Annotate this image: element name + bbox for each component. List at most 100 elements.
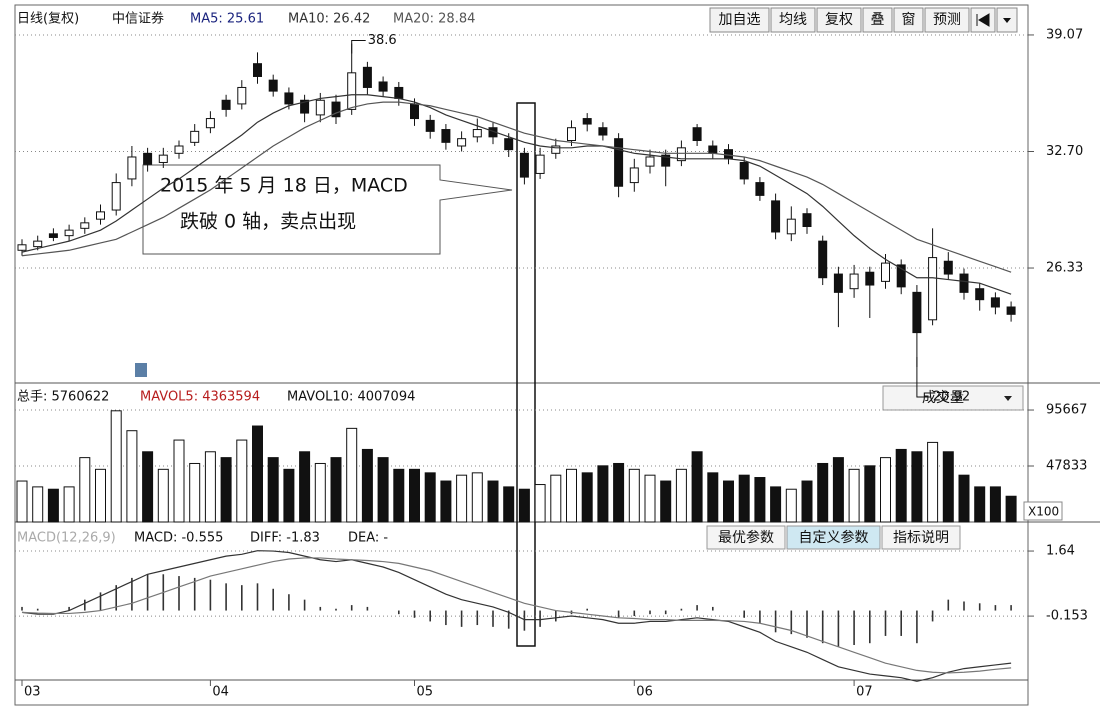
volume-bar	[770, 486, 782, 523]
volume-bar	[393, 468, 405, 523]
volume-bar	[581, 472, 593, 523]
volume-bar	[440, 480, 452, 523]
y-tick-label: 39.07	[1046, 27, 1083, 42]
candle-body	[786, 218, 796, 235]
dropdown-arrow	[1004, 396, 1012, 401]
candle-body	[614, 138, 624, 187]
volume-bar	[267, 457, 279, 523]
candle-body	[284, 92, 294, 105]
volume-bar	[346, 427, 358, 523]
volume-bar	[330, 457, 342, 523]
toolbar-button[interactable]	[709, 7, 770, 33]
highlight-box	[516, 102, 536, 647]
candle-body	[943, 260, 953, 275]
x-tick-label: 06	[636, 685, 653, 700]
toolbar-button-label[interactable]: 复权	[825, 11, 853, 28]
x-tick-label: 04	[212, 685, 229, 700]
indicator-button[interactable]	[881, 525, 961, 550]
indicator-button-label[interactable]: 指标说明	[893, 530, 949, 546]
volume-bar	[204, 451, 216, 523]
indicator-line	[21, 557, 1012, 674]
candle-body	[928, 257, 938, 321]
volume-bar	[974, 486, 986, 523]
low-annotation: 20.92	[933, 389, 970, 404]
candle-body	[598, 127, 608, 136]
candle-body	[959, 273, 969, 293]
candle-body	[158, 154, 168, 163]
candle-body	[802, 213, 812, 227]
candle-body	[535, 154, 545, 174]
volume-bar	[518, 488, 530, 523]
y-tick-label: 47833	[1046, 459, 1087, 474]
x-tick-label: 07	[856, 685, 873, 700]
volume-bar	[660, 480, 672, 523]
indicator-button-label[interactable]: 自定义参数	[799, 529, 869, 546]
volume-bar	[157, 468, 169, 523]
unit-label: X100	[1028, 505, 1059, 519]
indicator-line	[21, 550, 1012, 682]
ma5-label: MA5: 25.61	[190, 12, 264, 27]
volume-bar	[691, 451, 703, 523]
candle-body	[504, 138, 514, 151]
indicator-line	[21, 101, 1012, 273]
indicator-button[interactable]	[786, 525, 881, 550]
candle-body	[692, 127, 702, 142]
toolbar-button[interactable]	[893, 7, 924, 33]
stock-name: 中信证券	[112, 11, 164, 27]
toolbar-button-label[interactable]: 叠	[871, 12, 885, 28]
candle-body	[457, 138, 467, 147]
toolbar-button-label[interactable]: 均线	[779, 12, 807, 28]
candle-body	[347, 72, 357, 110]
volume-bar	[252, 425, 263, 523]
volume-bar	[942, 451, 954, 523]
volume-bar	[189, 462, 201, 523]
indicator-button[interactable]	[706, 525, 786, 550]
candle-body	[1006, 306, 1016, 315]
candle-body	[567, 127, 576, 142]
candle-body	[96, 211, 105, 220]
candle-body	[990, 297, 1000, 308]
candle-body	[410, 103, 419, 120]
toolbar-button[interactable]	[770, 7, 816, 33]
candle-body	[143, 152, 153, 165]
toolbar-button[interactable]	[862, 7, 893, 33]
candle-body	[253, 63, 262, 77]
indicator-dropdown[interactable]	[882, 385, 1024, 411]
volume-bar	[613, 462, 625, 523]
toolbar-button-label[interactable]: 窗	[902, 11, 916, 28]
candle-body	[237, 86, 247, 105]
candle-body	[394, 86, 404, 99]
y-tick-label: -0.153	[1046, 609, 1088, 624]
candle-body	[755, 182, 765, 196]
toolbar-button-label[interactable]: 加自选	[719, 12, 761, 28]
volume-bar	[1005, 495, 1017, 523]
volume-bar	[487, 480, 499, 523]
callout	[142, 164, 513, 255]
volume-bar	[299, 451, 311, 523]
volume-bar	[471, 472, 483, 523]
candle-body	[865, 271, 875, 286]
candle-body	[441, 129, 451, 143]
candle-body	[425, 119, 435, 132]
volume-bar	[409, 468, 420, 523]
candle-body	[174, 145, 184, 154]
macd-value: MACD: -0.555	[134, 531, 223, 546]
candle-body	[771, 200, 781, 233]
volume-bar	[864, 465, 876, 523]
volume-bar	[550, 474, 562, 523]
volume-bar	[566, 468, 577, 523]
volume-bar	[754, 477, 766, 523]
candle-body	[519, 152, 529, 178]
toolbar-button-label[interactable]: 预测	[933, 12, 961, 28]
volume-bar	[707, 472, 719, 523]
toolbar-button[interactable]	[816, 7, 862, 33]
candle-body	[80, 222, 90, 229]
nav-icon	[976, 13, 990, 27]
candle-body	[833, 273, 843, 293]
volume-bar	[126, 430, 138, 523]
indicator-button-label[interactable]: 最优参数	[718, 529, 774, 546]
toolbar-button[interactable]	[924, 7, 970, 33]
volume-bar	[314, 462, 326, 523]
dropdown-label[interactable]: 成交量	[922, 389, 964, 406]
dea-value: DEA: -	[348, 531, 388, 546]
